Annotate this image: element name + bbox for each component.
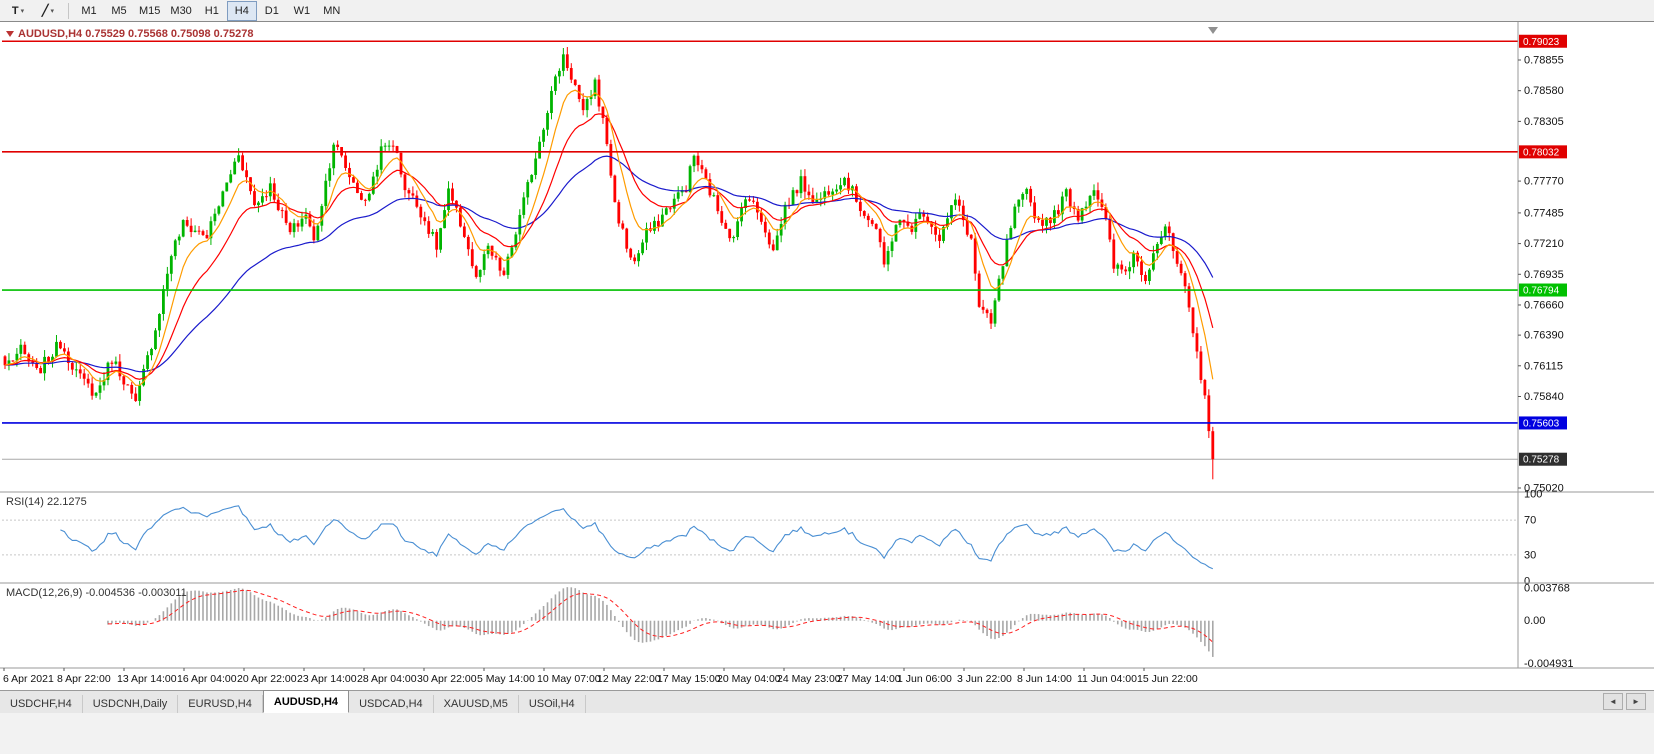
time-axis-label: 20 Apr 22:00 xyxy=(237,673,297,685)
macd-axis-label: 0.00 xyxy=(1524,615,1545,627)
price-axis-tick-label: 0.76115 xyxy=(1524,360,1563,372)
window-bottom-area xyxy=(0,713,1654,754)
price-level-badge-label: 0.78032 xyxy=(1523,147,1560,158)
price-axis-tick-label: 0.76935 xyxy=(1524,269,1564,281)
price-axis-tick-label: 0.77210 xyxy=(1524,238,1564,250)
chevron-down-icon: ▾ xyxy=(20,7,25,15)
rsi-line xyxy=(60,505,1214,570)
tab-scroll-left-button[interactable]: ◄ xyxy=(1603,693,1623,710)
price-level-badge-label: 0.75603 xyxy=(1523,418,1560,429)
chart-tab-USDCHF-H4[interactable]: USDCHF,H4 xyxy=(0,695,83,713)
price-level-badge xyxy=(1519,34,1567,48)
time-axis-label: 12 May 22:00 xyxy=(597,673,661,685)
rsi-axis-label: 30 xyxy=(1524,549,1536,561)
drawing-tool-button[interactable]: ╱ ▾ xyxy=(33,1,63,21)
time-axis-label: 10 May 07:00 xyxy=(537,673,601,685)
chart-tabs: USDCHF,H4 USDCNH,Daily EURUSD,H4 AUDUSD,H4 U… xyxy=(0,690,586,713)
tab-scroll-right-button[interactable]: ► xyxy=(1626,693,1646,710)
chart-tab-USDCNH-Daily[interactable]: USDCNH,Daily xyxy=(82,695,179,713)
price-level-badge xyxy=(1519,416,1567,430)
time-axis-label: 24 May 23:00 xyxy=(777,673,841,685)
time-axis: 6 Apr 2021 8 Apr 22:00 13 Apr 14:00 16 Apr … xyxy=(0,667,1654,685)
rsi-axis-label: 100 xyxy=(1524,489,1542,501)
timeframe-toolbar: T ▾ ╱ ▾ M1 M5 M15 M30 H1 H4 D1 W1 MN xyxy=(0,0,1654,22)
time-axis-label: 17 May 15:00 xyxy=(657,673,721,685)
macd-axis-label: -0.004931 xyxy=(1524,658,1574,670)
time-axis-label: 15 Jun 22:00 xyxy=(1137,673,1198,685)
price-axis-tick-label: 0.76390 xyxy=(1524,330,1564,342)
price-axis-tick-label: 0.77485 xyxy=(1524,207,1564,219)
timeframe-button-MN[interactable]: MN xyxy=(323,4,341,17)
time-axis-label: 28 Apr 04:00 xyxy=(357,673,417,685)
symbol-marker-icon xyxy=(6,31,14,37)
chart-tab-USOil-H4[interactable]: USOil,H4 xyxy=(518,695,586,713)
timeframe-button-H4[interactable]: H4 xyxy=(226,0,257,21)
timeframe-button-M30[interactable]: M30 xyxy=(170,4,192,17)
toolbar-separator xyxy=(68,2,69,19)
timeframe-button-M1[interactable]: M1 xyxy=(81,4,97,17)
timeframe-button-D1[interactable]: D1 xyxy=(264,4,279,17)
price-level-badge-label: 0.76794 xyxy=(1523,286,1560,297)
price-level-badge xyxy=(1519,283,1567,297)
right-shift-marker-icon[interactable] xyxy=(1208,27,1218,34)
time-axis-label: 5 May 14:00 xyxy=(477,673,535,685)
time-axis-label: 3 Jun 22:00 xyxy=(957,673,1012,685)
macd-signal-line xyxy=(108,589,1214,643)
rsi-axis-label: 70 xyxy=(1524,515,1536,527)
time-axis-label: 16 Apr 04:00 xyxy=(177,673,237,685)
price-axis-tick-label: 0.78580 xyxy=(1524,85,1564,97)
tab-scroll-controls: ◄ ► xyxy=(1603,693,1654,713)
timeframe-button-H1[interactable]: H1 xyxy=(204,4,219,17)
time-axis-label: 23 Apr 14:00 xyxy=(297,673,357,685)
drawing-tool-icon: ╱ xyxy=(41,5,49,17)
bid-price-badge-label: 0.75278 xyxy=(1523,455,1560,466)
time-axis-label: 27 May 14:00 xyxy=(837,673,901,685)
price-axis-tick-label: 0.76660 xyxy=(1524,299,1564,311)
rsi-indicator-label: RSI(14) 22.1275 xyxy=(6,496,87,508)
price-axis-tick-label: 0.78305 xyxy=(1524,116,1564,128)
time-axis-label: 20 May 04:00 xyxy=(717,673,781,685)
symbol-ohlc-label: AUDUSD,H4 0.75529 0.75568 0.75098 0.7527… xyxy=(18,28,253,40)
timeframe-button-W1[interactable]: W1 xyxy=(293,4,311,17)
bid-price-badge xyxy=(1519,452,1567,466)
chart-tab-USDCAD-H4[interactable]: USDCAD,H4 xyxy=(349,695,434,713)
price-axis-tick-label: 0.77770 xyxy=(1524,176,1564,188)
time-axis-label: 1 Jun 06:00 xyxy=(897,673,952,685)
ma-fast-line xyxy=(4,89,1214,386)
chart-background xyxy=(0,22,1654,690)
time-axis-label: 13 Apr 14:00 xyxy=(117,673,177,685)
chart-tab-XAUUSD-M5[interactable]: XAUUSD,M5 xyxy=(433,695,519,713)
text-tool-icon: T xyxy=(11,4,19,17)
price-axis-tick-label: 0.78855 xyxy=(1524,55,1564,67)
chart-window[interactable]: 0.79023 0.78032 0.76794 0.75603 0.75278 0.788… xyxy=(0,22,1654,690)
time-axis-label: 30 Apr 22:00 xyxy=(417,673,477,685)
rsi-axis-label: 0 xyxy=(1524,576,1530,588)
rsi-panel: 100 70 30 0 RSI(14) 22.1275 xyxy=(0,489,1654,588)
chart-tab-EURUSD-H4[interactable]: EURUSD,H4 xyxy=(178,695,263,713)
price-chart-svg[interactable]: 0.79023 0.78032 0.76794 0.75603 0.75278 0.788… xyxy=(0,22,1654,690)
price-axis-tick-label: 0.75840 xyxy=(1524,391,1564,403)
time-axis-label: 11 Jun 04:00 xyxy=(1077,673,1137,685)
time-axis-label: 8 Jun 14:00 xyxy=(1017,673,1072,685)
price-level-badge xyxy=(1519,145,1567,159)
chart-tab-bar: USDCHF,H4 USDCNH,Daily EURUSD,H4 AUDUSD,H4 U… xyxy=(0,690,1654,713)
price-level-badge-label: 0.79023 xyxy=(1523,37,1560,48)
macd-histogram xyxy=(107,587,1214,657)
timeframe-button-M15[interactable]: M15 xyxy=(139,4,161,17)
macd-indicator-label: MACD(12,26,9) -0.004536 -0.003011 xyxy=(6,587,187,599)
chart-tab-AUDUSD-H4[interactable]: AUDUSD,H4 xyxy=(262,690,350,713)
ma-slow-line xyxy=(4,155,1214,373)
macd-axis-label: 0.003768 xyxy=(1524,582,1570,594)
text-tool-button[interactable]: T ▾ xyxy=(3,1,33,21)
timeframe-button-M5[interactable]: M5 xyxy=(111,4,127,17)
time-axis-label: 6 Apr 2021 xyxy=(3,673,54,685)
macd-panel: 0.003768 0.00 -0.004931 MACD(12,26,9) -0.00… xyxy=(0,582,1654,670)
chevron-down-icon: ▾ xyxy=(50,7,55,15)
ma-mid-line xyxy=(4,113,1214,380)
time-axis-label: 8 Apr 22:00 xyxy=(57,673,111,685)
